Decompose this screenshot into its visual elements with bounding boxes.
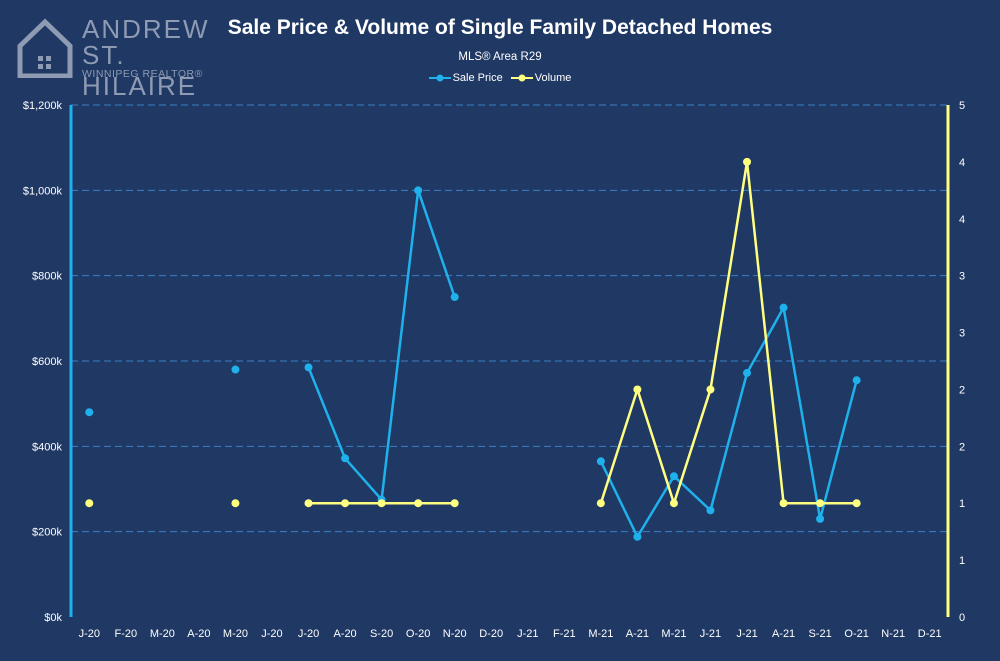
volume-point — [779, 499, 788, 508]
sale-price-point — [852, 376, 861, 385]
volume-point — [377, 499, 386, 508]
legend-swatch-volume — [510, 74, 533, 82]
volume-point — [596, 499, 605, 508]
sale-price-point — [669, 472, 678, 481]
y-right-tick-label: 2 — [959, 441, 965, 453]
x-tick-label: A-21 — [772, 628, 795, 640]
x-tick-label: J-21 — [700, 628, 721, 640]
y-left-tick-label: $1,200k — [23, 100, 63, 112]
sale-price-point — [450, 293, 459, 301]
y-left-tick-label: $800k — [32, 271, 62, 283]
volume-point — [450, 499, 459, 508]
y-left-tick-label: $400k — [32, 441, 62, 453]
legend-swatch-sale-price — [428, 74, 451, 82]
sale-price-point — [706, 506, 715, 515]
x-tick-label: M-21 — [661, 628, 686, 640]
chart-title: Sale Price & Volume of Single Family Det… — [227, 16, 773, 39]
y-right-tick-label: 2 — [959, 384, 965, 396]
brand-name-first: ANDREW — [82, 14, 210, 44]
x-tick-label: N-20 — [443, 628, 467, 640]
y-right-tick-label: 4 — [959, 157, 965, 169]
x-tick-label: F-20 — [115, 628, 138, 640]
volume-line-segment — [599, 160, 857, 505]
x-tick-label: S-21 — [808, 628, 831, 640]
legend-label-volume: Volume — [534, 72, 572, 84]
y-left-tick-label: $200k — [32, 527, 62, 539]
sale-price-point — [779, 303, 788, 312]
legend-item-sale-price: Sale Price — [428, 72, 503, 84]
x-tick-label: A-20 — [333, 628, 356, 640]
house-logo-icon — [17, 18, 73, 78]
y-right-tick-label: 1 — [959, 498, 965, 510]
brand-name-last: ST. HILAIRE — [82, 40, 198, 101]
y-left-tick-label: $0k — [44, 612, 62, 624]
volume-point — [743, 157, 752, 166]
x-tick-label: J-21 — [736, 628, 757, 640]
x-tick-label: M-20 — [150, 628, 175, 640]
sale-price-point — [816, 514, 825, 523]
sale-price-point — [743, 368, 752, 377]
x-tick-label: O-21 — [844, 628, 868, 640]
chart-legend: Sale Price Volume — [0, 72, 1000, 84]
legend-label-sale-price: Sale Price — [452, 72, 503, 84]
x-tick-label: A-20 — [187, 628, 210, 640]
y-right-tick-label: 3 — [959, 328, 965, 340]
y-right-tick-label: 1 — [959, 555, 965, 567]
volume-point — [706, 385, 715, 394]
x-tick-label: M-20 — [223, 628, 248, 640]
sale-price-point — [341, 454, 350, 463]
x-tick-label: A-21 — [626, 628, 649, 640]
sale-price-point — [304, 363, 313, 372]
volume-point — [852, 499, 861, 508]
x-tick-label: J-20 — [79, 628, 100, 640]
volume-point — [341, 499, 350, 508]
brand-tagline: WINNIPEG REALTOR® — [82, 68, 203, 80]
x-tick-label: D-20 — [479, 628, 503, 640]
x-tick-label: J-20 — [261, 628, 282, 640]
sale-price-point — [633, 532, 642, 541]
volume-point — [633, 385, 642, 394]
volume-point — [669, 499, 678, 508]
volume-point — [85, 499, 94, 508]
sale-price-line-segment — [307, 189, 456, 501]
volume-point — [231, 499, 240, 508]
volume-point — [816, 499, 825, 508]
y-right-tick-label: 4 — [959, 214, 965, 226]
legend-item-volume: Volume — [510, 72, 572, 84]
x-tick-label: O-20 — [406, 628, 430, 640]
x-tick-label: D-21 — [918, 628, 942, 640]
x-tick-label: S-20 — [370, 628, 393, 640]
sale-price-point — [596, 457, 605, 466]
y-right-tick-label: 5 — [959, 100, 965, 112]
chart-subtitle: MLS® Area R29 — [458, 51, 542, 63]
y-left-tick-label: $600k — [32, 356, 62, 368]
x-tick-label: J-20 — [298, 628, 319, 640]
sale-price-point — [231, 365, 240, 374]
x-tick-label: F-21 — [553, 628, 576, 640]
y-right-tick-label: 0 — [959, 612, 965, 624]
y-left-tick-label: $1,000k — [23, 185, 63, 197]
x-tick-label: M-21 — [588, 628, 613, 640]
brand-logo: ANDREW ST. HILAIRE WINNIPEG REALTOR® — [16, 14, 216, 101]
sale-price-point — [85, 408, 94, 417]
x-tick-label: N-21 — [881, 628, 905, 640]
volume-point — [304, 499, 313, 508]
sale-price-point — [414, 186, 423, 195]
y-right-tick-label: 3 — [959, 271, 965, 283]
volume-point — [414, 499, 423, 508]
x-tick-label: J-21 — [517, 628, 538, 640]
sale-price-line-segment — [599, 306, 858, 539]
